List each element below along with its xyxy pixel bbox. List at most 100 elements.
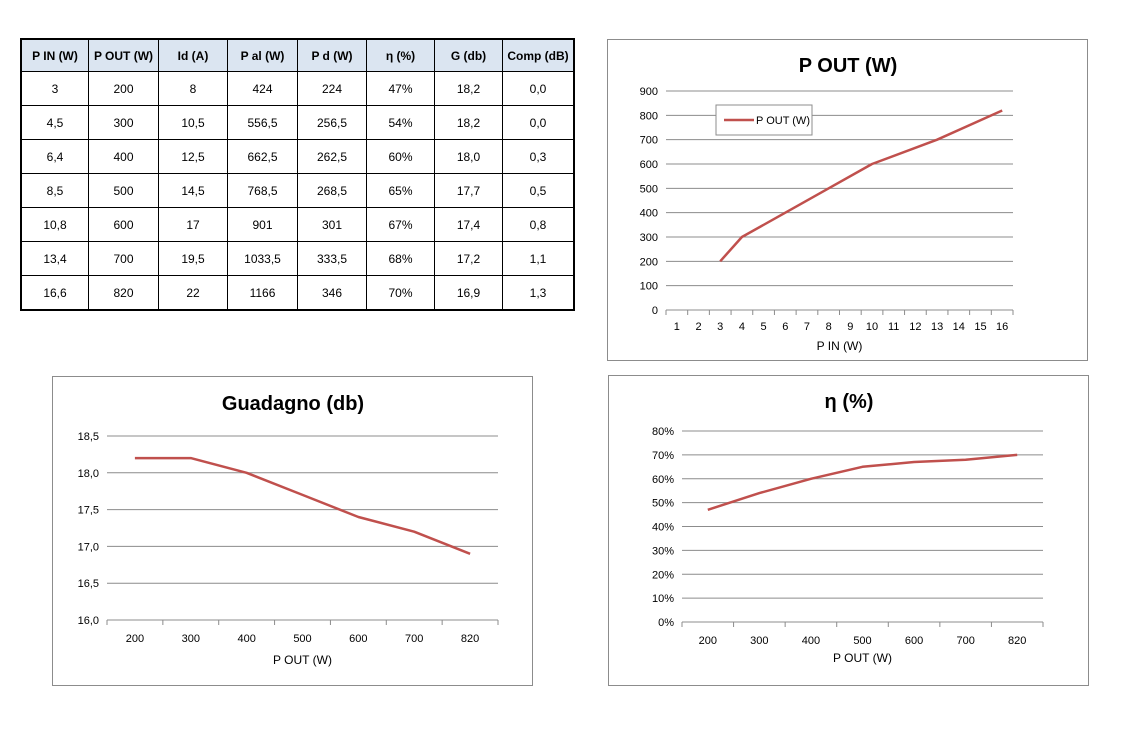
- x-tick-label: 8: [826, 321, 832, 333]
- table-cell: 400: [88, 139, 159, 174]
- table-header-cell: η (%): [366, 38, 435, 72]
- y-tick-label: 18,0: [78, 468, 99, 480]
- table-header-cell: P OUT (W): [88, 38, 159, 72]
- x-axis-label: P OUT (W): [273, 653, 332, 667]
- table-row: 3 200 8 424 224 47% 18,2 0,0: [20, 71, 575, 106]
- table-header-cell: P al (W): [227, 38, 298, 72]
- table-cell: 16,9: [434, 275, 503, 311]
- table-cell: 18,2: [434, 105, 503, 140]
- table-cell: 4,5: [20, 105, 89, 140]
- y-tick-label: 300: [640, 232, 658, 244]
- table-cell: 13,4: [20, 241, 89, 276]
- table-cell: 17,7: [434, 173, 503, 208]
- x-tick-label: 700: [405, 633, 423, 645]
- table-cell: 19,5: [158, 241, 228, 276]
- table-cell: 1,1: [502, 241, 575, 276]
- x-tick-label: 2: [695, 321, 701, 333]
- y-tick-label: 80%: [652, 426, 674, 438]
- table-cell: 16,6: [20, 275, 89, 311]
- x-axis-label: P IN (W): [817, 339, 863, 353]
- x-axis-label: P OUT (W): [833, 651, 892, 665]
- table-header-row: P IN (W) P OUT (W) Id (A) P al (W) P d (W) η …: [20, 38, 575, 72]
- x-tick-label: 3: [717, 321, 723, 333]
- table-cell: 68%: [366, 241, 435, 276]
- table-cell: 6,4: [20, 139, 89, 174]
- table-cell: 768,5: [227, 173, 298, 208]
- measurements-table: P IN (W) P OUT (W) Id (A) P al (W) P d (W) η …: [20, 38, 575, 311]
- y-tick-label: 100: [640, 281, 658, 293]
- x-tick-label: 200: [126, 633, 144, 645]
- y-tick-label: 50%: [652, 498, 674, 510]
- table-cell: 262,5: [297, 139, 367, 174]
- chart-title: P OUT (W): [799, 55, 898, 77]
- y-tick-label: 900: [640, 86, 658, 98]
- x-tick-label: 300: [750, 635, 768, 647]
- y-tick-label: 17,5: [78, 505, 99, 517]
- y-tick-label: 600: [640, 159, 658, 171]
- x-tick-label: 12: [909, 321, 921, 333]
- table-cell: 1,3: [502, 275, 575, 311]
- table-cell: 256,5: [297, 105, 367, 140]
- table-row: 4,5 300 10,5 556,5 256,5 54% 18,2 0,0: [20, 105, 575, 140]
- x-tick-label: 5: [761, 321, 767, 333]
- y-tick-label: 800: [640, 110, 658, 122]
- y-tick-label: 10%: [652, 593, 674, 605]
- table-row: 6,4 400 12,5 662,5 262,5 60% 18,0 0,3: [20, 139, 575, 174]
- y-tick-label: 400: [640, 208, 658, 220]
- table-header-cell: Id (A): [158, 38, 228, 72]
- x-tick-label: 200: [699, 635, 717, 647]
- y-tick-label: 0: [652, 305, 658, 317]
- table-cell: 8,5: [20, 173, 89, 208]
- x-tick-label: 820: [1008, 635, 1026, 647]
- table-cell: 1033,5: [227, 241, 298, 276]
- table-header-cell: G (db): [434, 38, 503, 72]
- table-cell: 65%: [366, 173, 435, 208]
- y-tick-label: 0%: [658, 617, 674, 629]
- y-tick-label: 200: [640, 256, 658, 268]
- y-tick-label: 16,0: [78, 615, 99, 627]
- table-cell: 17,4: [434, 207, 503, 242]
- table-cell: 820: [88, 275, 159, 311]
- table-cell: 901: [227, 207, 298, 242]
- y-tick-label: 16,5: [78, 578, 99, 590]
- gain-chart: Guadagno (db) 16,0 16,5 17,0 17,5 18,0 18,5 200…: [52, 376, 533, 686]
- table-cell: 10,8: [20, 207, 89, 242]
- table-cell: 0,8: [502, 207, 575, 242]
- table-body: 3 200 8 424 224 47% 18,2 0,0 4,5 300 10,5 556,5 256,…: [20, 71, 575, 311]
- gain-chart-svg: Guadagno (db) 16,0 16,5 17,0 17,5 18,0 18,5 200…: [78, 393, 499, 667]
- y-tick-label: 20%: [652, 569, 674, 581]
- table-cell: 12,5: [158, 139, 228, 174]
- table-header-cell: P d (W): [297, 38, 367, 72]
- table-cell: 60%: [366, 139, 435, 174]
- x-tick-label: 1: [674, 321, 680, 333]
- y-tick-label: 18,5: [78, 431, 99, 443]
- table-row: 16,6 820 22 1166 346 70% 16,9 1,3: [20, 275, 575, 311]
- series-line: [134, 456, 471, 555]
- x-tick-label: 500: [853, 635, 871, 647]
- chart-title: Guadagno (db): [222, 393, 364, 415]
- eta-chart-svg: η (%) 0% 10% 20% 30% 40% 50% 60% 70% 80% 200 300 400…: [652, 391, 1044, 665]
- table-cell: 18,0: [434, 139, 503, 174]
- x-tick-label: 10: [866, 321, 878, 333]
- table-cell: 700: [88, 241, 159, 276]
- table-cell: 17: [158, 207, 228, 242]
- x-tick-label: 4: [739, 321, 745, 333]
- table-cell: 346: [297, 275, 367, 311]
- y-tick-label: 60%: [652, 474, 674, 486]
- table-cell: 300: [88, 105, 159, 140]
- table-row: 10,8 600 17 901 301 67% 17,4 0,8: [20, 207, 575, 242]
- series-line: [719, 109, 1003, 263]
- eta-chart: η (%) 0% 10% 20% 30% 40% 50% 60% 70% 80% 200 300 400…: [608, 375, 1089, 686]
- table-cell: 54%: [366, 105, 435, 140]
- table-cell: 47%: [366, 71, 435, 106]
- table-cell: 0,5: [502, 173, 575, 208]
- table-cell: 1166: [227, 275, 298, 311]
- table-cell: 18,2: [434, 71, 503, 106]
- table-row: 13,4 700 19,5 1033,5 333,5 68% 17,2 1,1: [20, 241, 575, 276]
- x-tick-label: 11: [888, 321, 899, 333]
- x-tick-label: 6: [782, 321, 788, 333]
- x-tick-label: 600: [349, 633, 367, 645]
- table-cell: 424: [227, 71, 298, 106]
- x-tick-label: 14: [953, 321, 965, 333]
